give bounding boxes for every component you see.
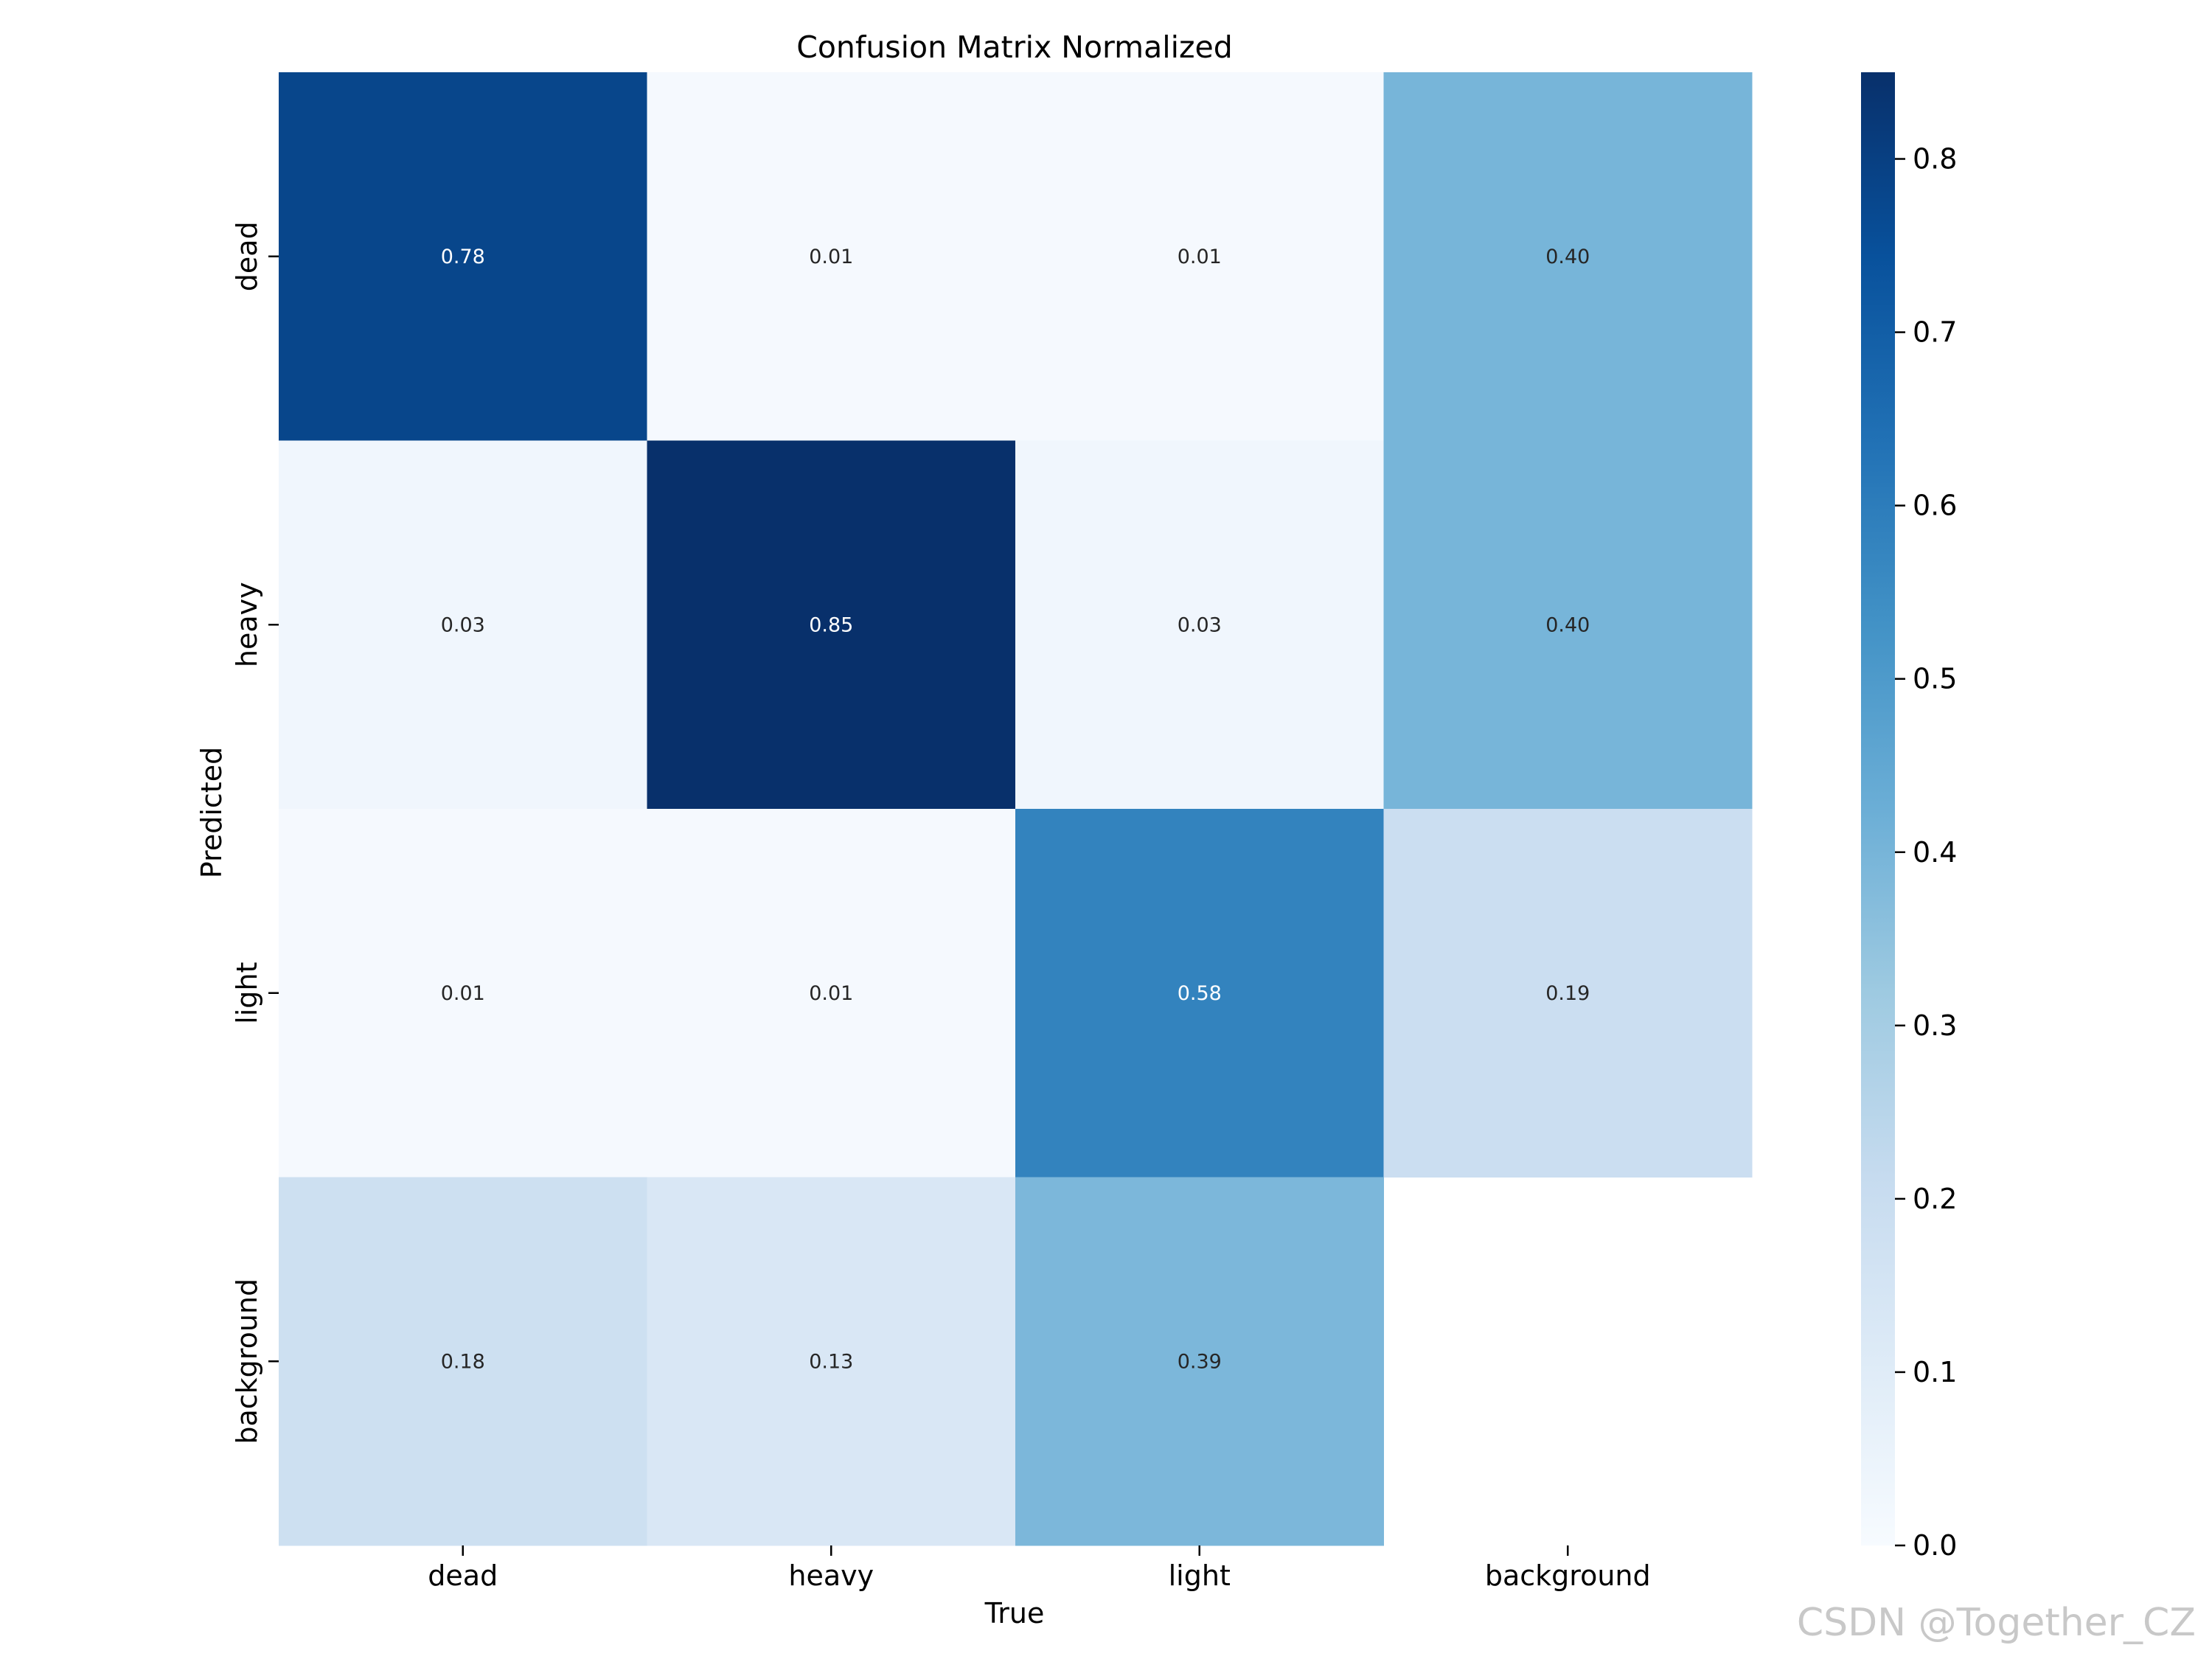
x-tick-label: background [1485, 1559, 1651, 1592]
cell-value-label: 0.85 [809, 613, 853, 636]
colorbar-tick-label: 0.0 [1913, 1529, 1957, 1562]
cell-value-label: 0.19 [1545, 982, 1590, 1005]
heatmap-cell [1015, 1177, 1384, 1546]
heatmap-cell [1015, 440, 1384, 810]
x-tick-label: heavy [788, 1559, 874, 1592]
heatmap-grid: 0.78 0.01 0.01 0.40 0.03 0.85 0.03 0.40 0.01 0.01… [279, 72, 1753, 1546]
heatmap-cell [647, 809, 1016, 1178]
heatmap-cell [1015, 72, 1384, 441]
heatmap-cell [279, 809, 647, 1178]
cell-value-label: 0.01 [1178, 246, 1222, 268]
cell-value-label: 0.03 [1178, 613, 1222, 636]
x-tick-label: light [1169, 1559, 1231, 1592]
y-tick-label: heavy [231, 582, 263, 667]
y-axis: dead heavy light background [231, 221, 279, 1444]
cell-value-label: 0.40 [1545, 613, 1590, 636]
y-tick-label: light [231, 962, 263, 1024]
cell-value-label: 0.01 [809, 982, 853, 1005]
cell-value-label: 0.58 [1178, 982, 1222, 1005]
cell-value-label: 0.78 [441, 246, 485, 268]
heatmap-cell [1383, 440, 1753, 810]
y-axis-title: Predicted [195, 747, 228, 878]
colorbar-tick-label: 0.7 [1913, 316, 1957, 349]
x-tick-label: dead [428, 1559, 498, 1592]
chart-title: Confusion Matrix Normalized [796, 29, 1233, 65]
colorbar-tick-label: 0.1 [1913, 1356, 1957, 1388]
y-tick-label: background [231, 1279, 263, 1444]
colorbar-tick-label: 0.2 [1913, 1183, 1957, 1215]
cell-value-label: 0.03 [441, 613, 485, 636]
colorbar-tick-label: 0.4 [1913, 836, 1957, 869]
cell-value-label: 0.39 [1178, 1350, 1222, 1373]
cell-value-label: 0.18 [441, 1350, 485, 1373]
cell-value-label: 0.01 [809, 246, 853, 268]
heatmap-cell [1383, 72, 1753, 441]
heatmap-cell [647, 72, 1016, 441]
heatmap-cell [279, 72, 647, 441]
x-axis: dead heavy light background [428, 1545, 1651, 1592]
colorbar [1861, 72, 1895, 1545]
cell-value-label: 0.01 [441, 982, 485, 1005]
watermark-text: CSDN @Together_CZ [1797, 1601, 2196, 1645]
cell-value-label: 0.40 [1545, 246, 1590, 268]
colorbar-tick-label: 0.5 [1913, 663, 1957, 695]
x-axis-title: True [984, 1597, 1045, 1630]
colorbar-tick-label: 0.3 [1913, 1009, 1957, 1042]
heatmap-cell [1383, 809, 1753, 1178]
colorbar-tick-label: 0.6 [1913, 490, 1957, 522]
heatmap-cell [647, 1177, 1016, 1546]
heatmap-cell [279, 1177, 647, 1546]
y-tick-label: dead [231, 221, 263, 291]
heatmap-cell [279, 440, 647, 810]
cell-value-label: 0.13 [809, 1350, 853, 1373]
heatmap-cell [1015, 809, 1384, 1178]
colorbar-axis: 0.0 0.1 0.2 0.3 0.4 0.5 0.6 0.7 0.8 [1895, 143, 1957, 1562]
heatmap-cell [647, 440, 1016, 810]
colorbar-tick-label: 0.8 [1913, 143, 1957, 175]
